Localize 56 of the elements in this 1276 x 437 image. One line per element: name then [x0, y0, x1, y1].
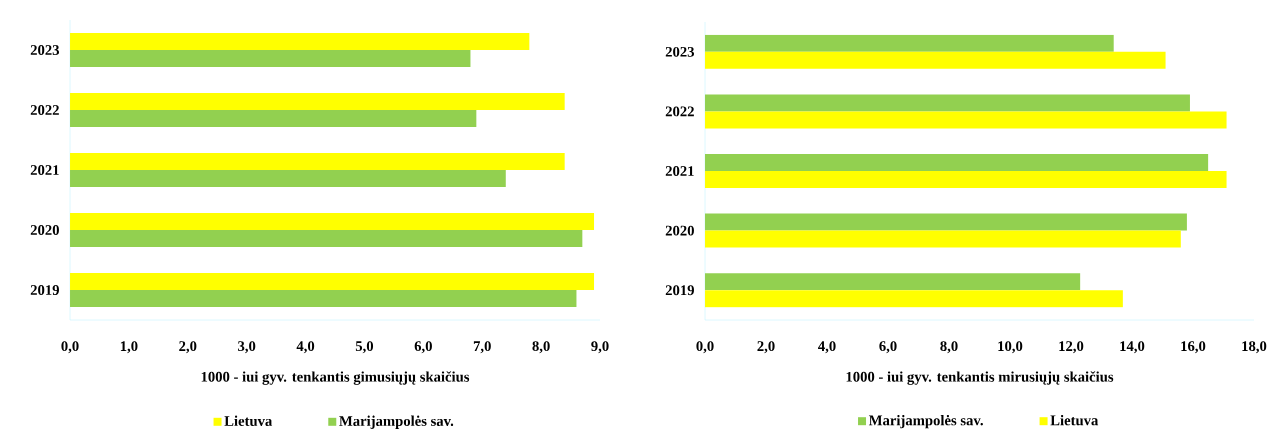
x-tick-label: 4,0	[818, 341, 836, 354]
legend-label: Lietuva	[1050, 415, 1099, 426]
bar	[70, 170, 506, 188]
bar	[705, 290, 1123, 308]
bar	[70, 230, 583, 248]
bar	[70, 213, 595, 230]
y-tick-label: 2021	[665, 166, 694, 176]
bar	[70, 33, 530, 50]
y-tick-label: 2022	[665, 106, 694, 117]
y-tick-label: 2023	[30, 45, 60, 55]
bar	[70, 110, 477, 128]
x-tick-label: 10,0	[998, 341, 1023, 354]
y-tick-label: 2023	[665, 46, 695, 57]
y-tick-label: 2019	[30, 285, 59, 295]
x-tick-label: 8,0	[532, 341, 550, 354]
bar	[705, 111, 1227, 129]
x-tick-label: 1,0	[120, 341, 138, 354]
y-tick-label: 2020	[665, 225, 694, 236]
bar	[70, 93, 565, 110]
bar	[70, 153, 565, 170]
bar	[705, 171, 1227, 189]
legend-label: Lietuva	[224, 415, 273, 426]
x-tick-label: 6,0	[879, 341, 897, 354]
y-tick-label: 2022	[30, 105, 59, 115]
bar	[705, 94, 1190, 112]
x-tick-label: 16,0	[1181, 341, 1206, 354]
bar	[705, 230, 1181, 248]
bar	[70, 50, 471, 68]
y-tick-label: 2019	[665, 285, 694, 296]
bar	[705, 213, 1187, 231]
x-tick-label: 8,0	[940, 341, 958, 354]
bar	[70, 290, 577, 308]
x-tick-label: 12,0	[1059, 341, 1084, 354]
x-tick-label: 4,0	[296, 341, 315, 354]
x-tick-label: 0,0	[696, 341, 714, 354]
x-tick-label: 7,0	[473, 341, 491, 354]
legend-label: Marijampolės sav.	[339, 415, 454, 429]
y-tick-label: 2020	[30, 225, 59, 235]
x-tick-label: 18,0	[1242, 341, 1267, 354]
x-tick-label: 14,0	[1120, 341, 1145, 354]
bar	[705, 51, 1166, 69]
y-tick-label: 2021	[30, 165, 59, 175]
x-tick-label: 3,0	[238, 341, 256, 354]
bar	[705, 154, 1209, 172]
x-axis-title: 1000 - iui gyv. tenkantis mirusiųjų skaičius	[846, 371, 1114, 385]
x-axis-title: 1000 - iui gyv. tenkantis gimusiųjų skaičius	[201, 371, 470, 385]
x-tick-label: 9,0	[591, 341, 609, 354]
bar	[705, 273, 1081, 291]
x-tick-label: 5,0	[355, 341, 374, 354]
x-tick-label: 2,0	[757, 341, 775, 354]
x-tick-label: 6,0	[414, 341, 432, 354]
x-tick-label: 2,0	[179, 341, 197, 354]
bar	[70, 273, 595, 290]
x-tick-label: 0,0	[61, 341, 79, 354]
bar	[705, 34, 1114, 52]
legend-label: Marijampolės sav.	[868, 415, 983, 429]
